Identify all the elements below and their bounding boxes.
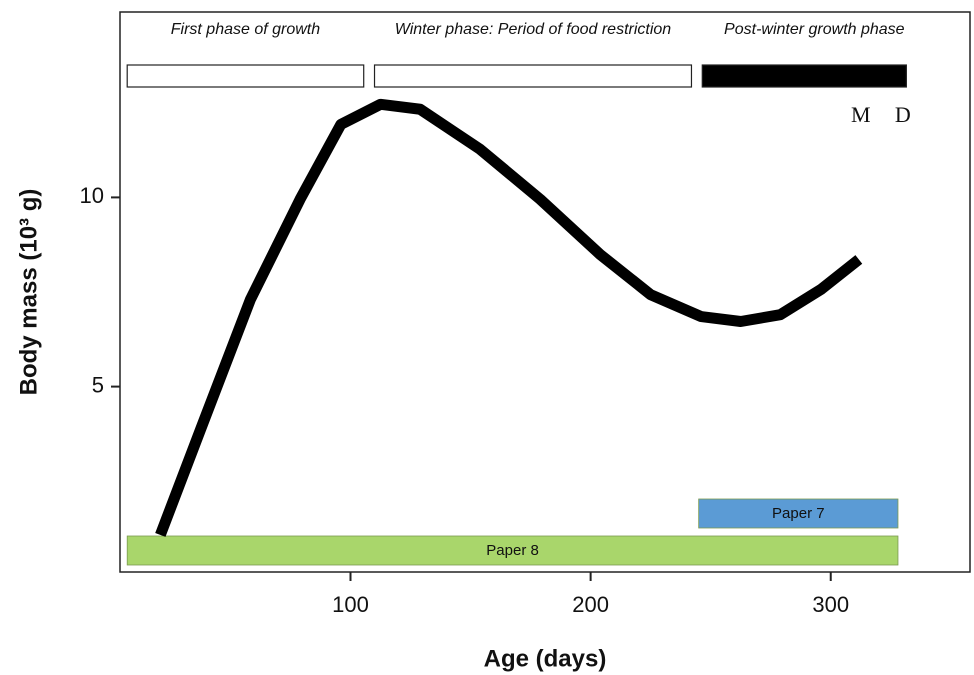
- phase-bar: [373, 64, 693, 88]
- period-bar: [698, 498, 899, 529]
- x-tick-label: 200: [572, 592, 609, 617]
- y-tick-label: 10: [80, 183, 104, 208]
- y-tick-label: 5: [92, 372, 104, 397]
- growth-curve: [155, 98, 863, 537]
- phase-label: Post-winter growth phase: [724, 21, 905, 38]
- phase-label: First phase of growth: [171, 21, 321, 38]
- phase-bar: [701, 64, 907, 88]
- x-axis-title: Age (days): [484, 645, 607, 672]
- x-tick-label: 300: [812, 592, 849, 617]
- period-label: Paper 7: [772, 505, 825, 522]
- phase-label: Winter phase: Period of food restriction: [395, 21, 672, 38]
- plot-frame: [119, 11, 971, 573]
- annotation: M: [851, 102, 871, 127]
- period-label: Paper 8: [486, 542, 539, 559]
- x-tick-label: 100: [332, 592, 369, 617]
- y-axis-title: Body mass (10³ g): [15, 189, 42, 396]
- phase-bar: [126, 64, 365, 88]
- period-bar: [126, 535, 899, 566]
- annotation: D: [895, 102, 911, 127]
